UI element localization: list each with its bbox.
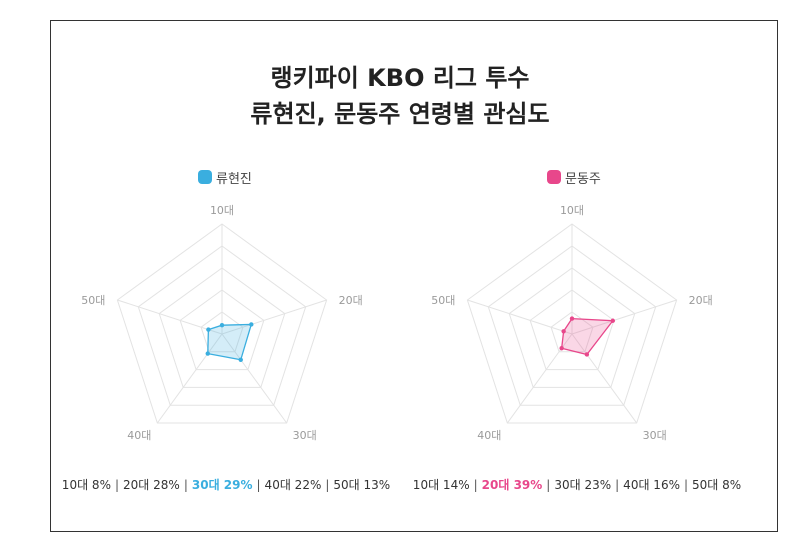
axis-label: 10대 [560,204,584,217]
grid-ring [487,245,657,406]
grid-spoke [571,333,638,424]
legend-label-moon: 문동주 [565,171,601,187]
summary-separator: | [546,478,551,492]
axis-label: 30대 [293,429,317,442]
grid-spoke [221,299,327,335]
grid-ring [137,245,307,406]
grid-spoke [117,299,223,335]
data-point [206,327,211,332]
series-area [207,323,253,361]
grid-ring [550,311,594,353]
summary-ryu: 10대 8% | 20대 28% | 30대 29% | 40대 22% | 50대 13% [62,476,390,493]
axis-label: 40대 [477,429,501,442]
data-point [559,346,564,351]
summary-separator: | [325,478,330,492]
grid-ring [529,289,615,371]
summary-item: 20대 28% [123,478,180,492]
summary-item: 40대 22% [264,478,322,492]
grid-spoke [571,299,677,335]
grid-spoke [467,299,573,335]
axis-label: 10대 [210,204,234,217]
summary-item: 30대 23% [554,478,612,492]
data-point [569,316,575,321]
data-point [610,318,616,323]
grid-ring [508,267,636,388]
summary-item: 20대 39% [481,478,543,492]
summary-item: 10대 14% [412,478,470,492]
legend-swatch-moon [547,170,561,184]
grid-ring [158,267,286,388]
legend-ryu: 류현진 [198,168,252,187]
summary-item: 50대 13% [333,478,391,492]
series-area [560,317,615,356]
legend-swatch-ryu [198,170,212,184]
axis-label: 30대 [643,429,667,442]
axis-label: 40대 [127,429,151,442]
chart-title-line1: 랭키파이 KBO 리그 투수 [270,64,530,92]
grid-ring [116,223,328,424]
summary-separator: | [615,478,620,492]
summary-separator: | [114,478,120,492]
summary-separator: | [473,478,478,492]
summary-item: 50대 8% [692,478,742,492]
summary-moon: 10대 14% | 20대 39% | 30대 23% | 40대 16% | 50대 8% [413,476,741,493]
axis-label: 20대 [689,294,713,307]
summary-separator: | [256,478,261,492]
data-point [238,357,243,363]
grid-ring [179,289,265,371]
summary-separator: | [183,478,188,492]
grid-ring [466,223,678,424]
summary-separator: | [683,478,689,492]
summary-item: 10대 8% [61,478,111,492]
legend-label-ryu: 류현진 [216,171,252,187]
axis-label: 50대 [81,294,105,307]
axis-label: 50대 [431,294,455,307]
summary-item: 40대 16% [623,478,680,492]
axis-label: 20대 [339,294,363,307]
grid-spoke [221,333,288,424]
grid-spoke [156,333,223,424]
data-point [249,322,254,327]
summary-item: 30대 29% [191,478,253,492]
data-point [205,351,210,356]
chart-frame [50,20,778,532]
radar-chart-moon: 10대 20대 30대 40대 50대 [431,204,712,442]
legend-moon: 문동주 [547,168,601,187]
data-point [584,352,590,357]
radar-chart-ryu: 10대 20대 30대 40대 50대 [81,204,362,442]
data-point [219,323,225,328]
chart-title-line2: 류현진, 문동주 연령별 관심도 [250,100,550,128]
data-point [561,329,566,334]
